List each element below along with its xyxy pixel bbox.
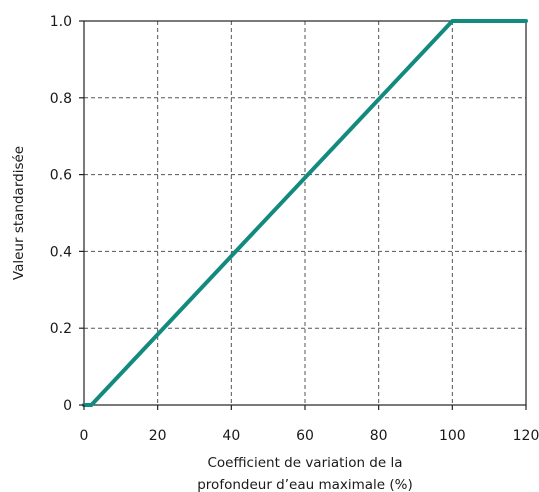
x-axis-ticks: 0 20 40 60 80 100 120 [80,405,539,444]
x-tick-label: 100 [439,428,466,444]
y-tick-label: 1.0 [50,14,72,30]
series-layer [82,19,528,407]
y-tick-label: 0.2 [50,321,72,337]
y-axis-ticks: 0 0.2 0.4 0.6 0.8 1.0 [50,14,84,414]
y-axis-title: Valeur standardisée [11,146,27,280]
x-axis-title-line-2: profondeur d’eau maximale (%) [197,477,413,492]
x-tick-label: 40 [222,428,240,444]
x-tick-label: 0 [80,428,89,444]
x-tick-label: 60 [296,428,314,444]
x-tick-label: 80 [370,428,388,444]
x-tick-label: 20 [149,428,167,444]
series-line [82,19,528,407]
x-axis-title-line-1: Coefficient de variation de la [207,455,402,471]
y-tick-label: 0.6 [50,168,72,184]
y-tick-label: 0.4 [50,244,72,260]
x-tick-label: 120 [513,428,539,444]
y-tick-label: 0.8 [50,91,72,107]
y-tick-label: 0 [63,398,72,414]
grid-lines [84,21,526,405]
